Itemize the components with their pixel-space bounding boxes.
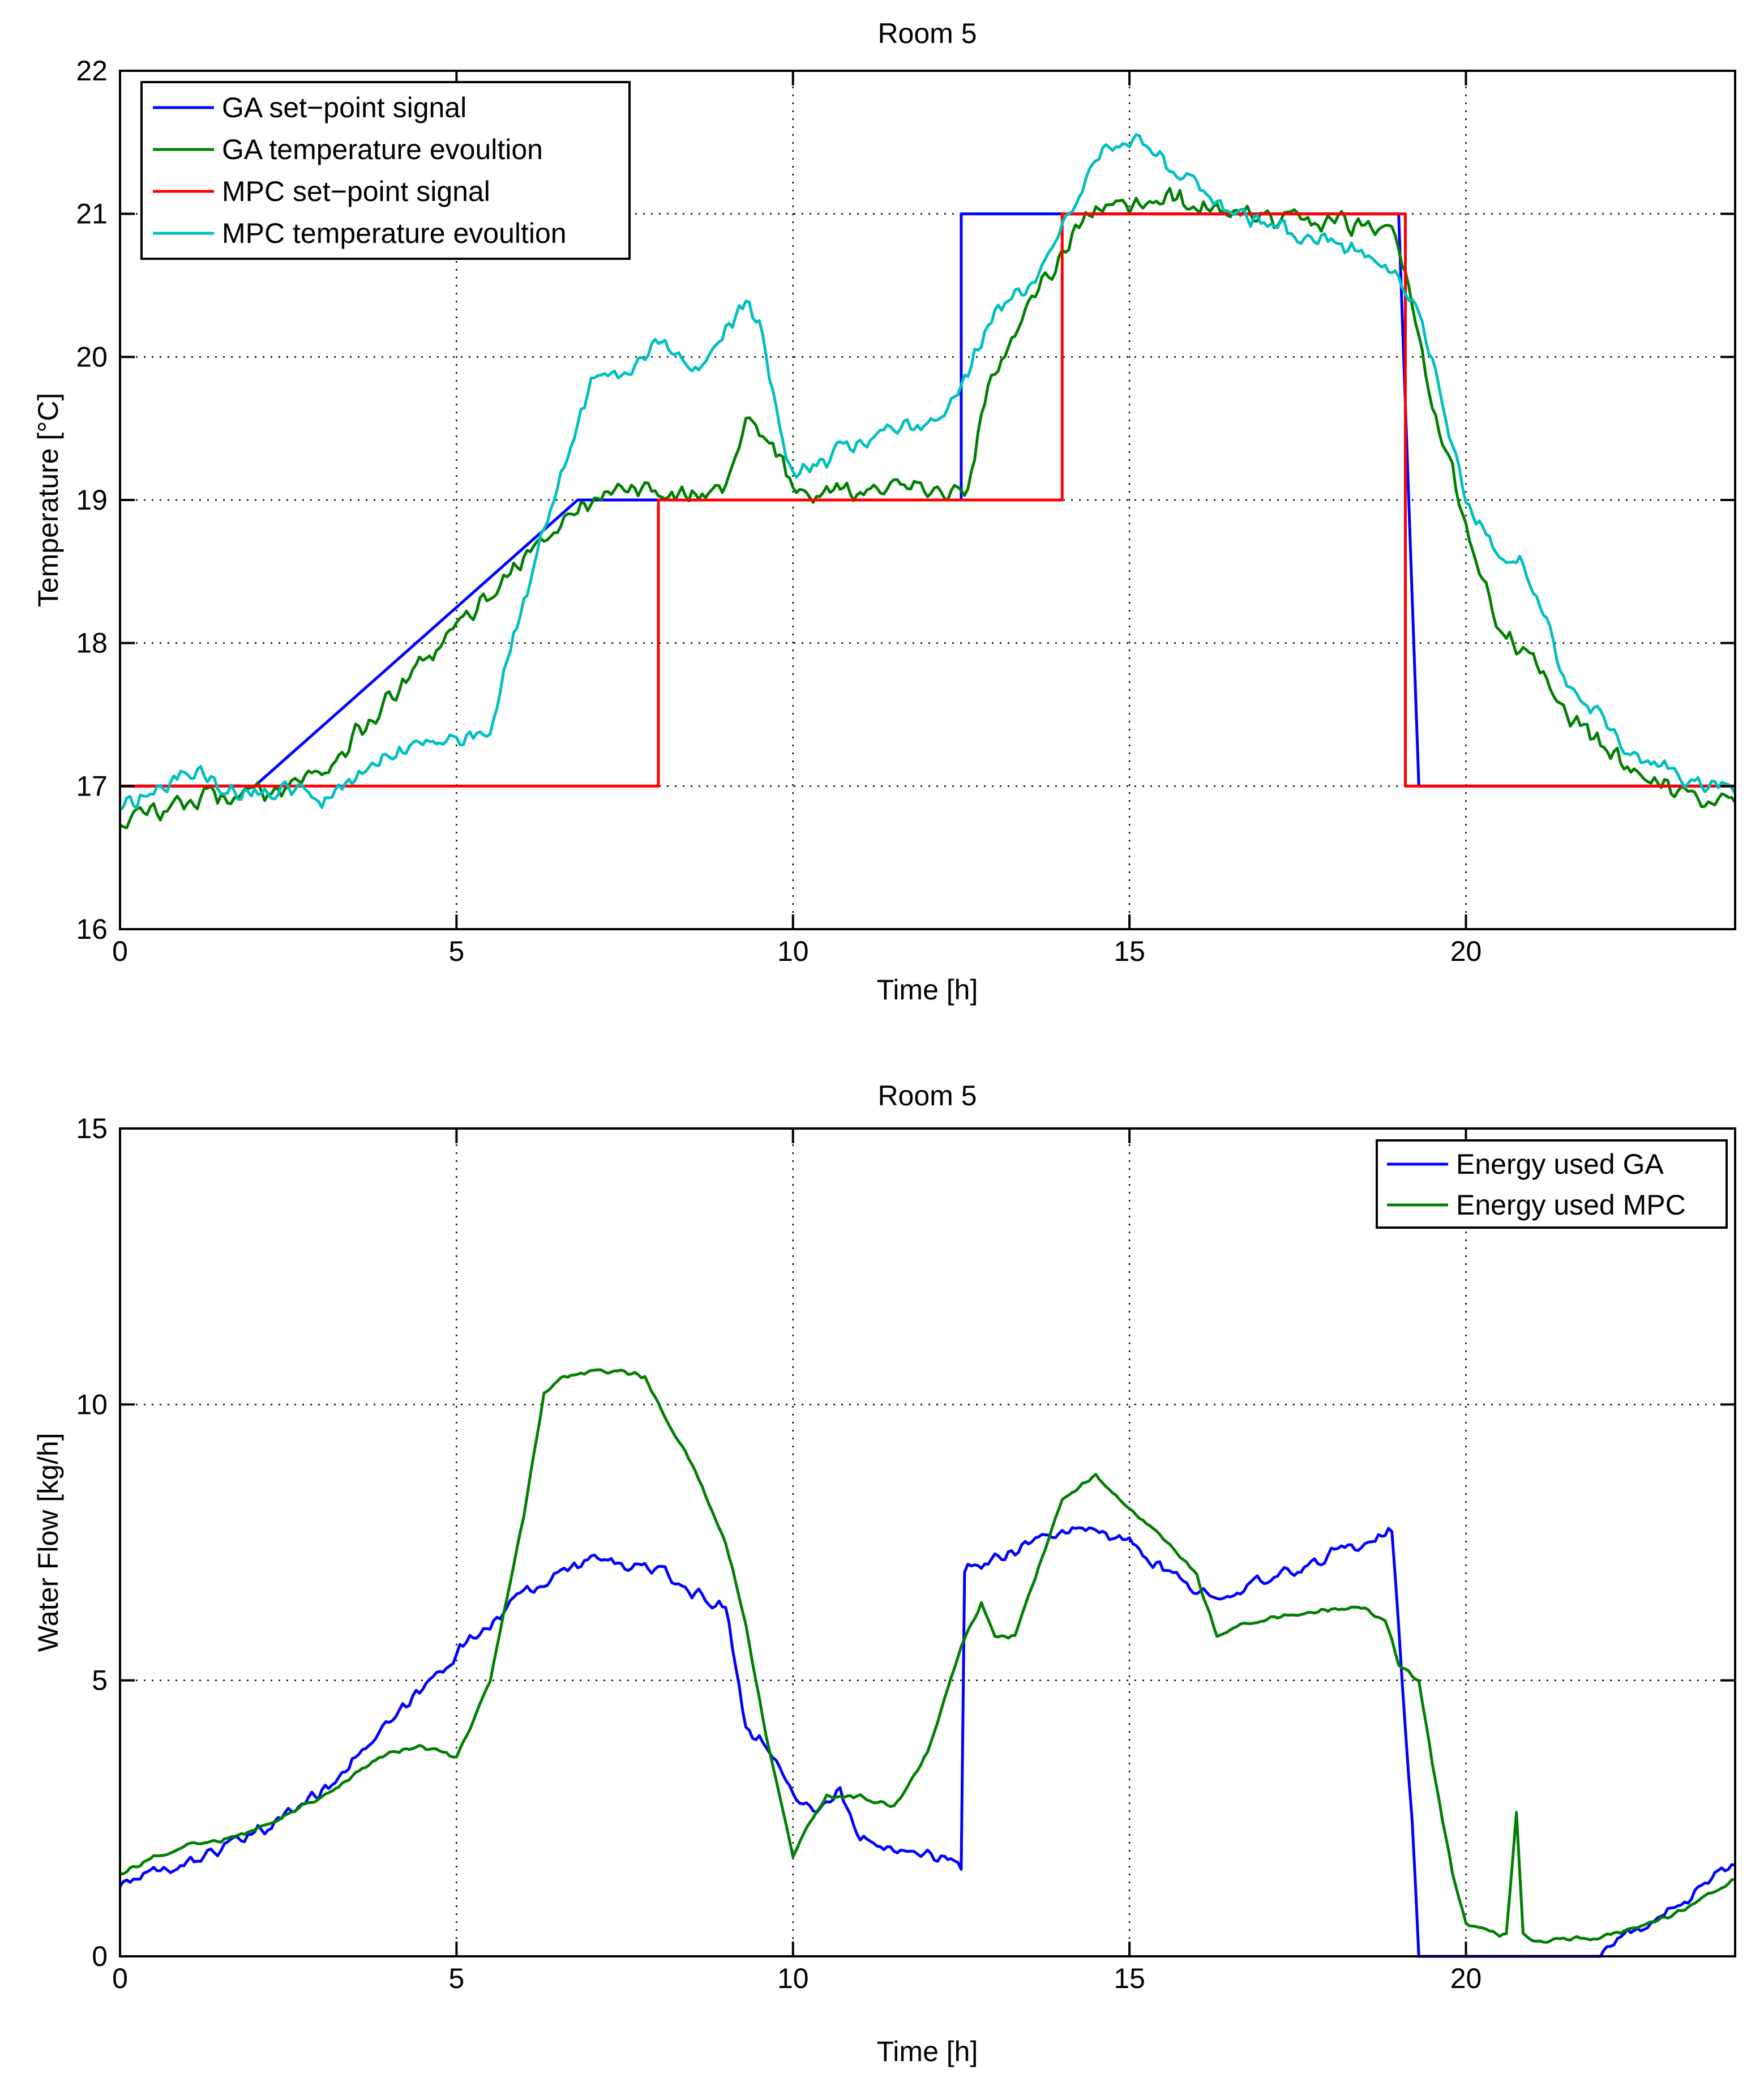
temperature-y-tick-label: 16 <box>76 913 108 945</box>
temperature-x-tick-labels: 0 5 10 15 20 <box>112 935 1482 967</box>
water-flow-x-tick-labels: 0 5 10 15 20 <box>112 1963 1482 1994</box>
temperature-y-tick-labels: 16 17 18 19 20 21 22 <box>76 55 108 945</box>
temperature-y-tick-label: 20 <box>76 341 108 373</box>
temperature-x-tick-label: 0 <box>112 935 128 967</box>
legend-label-energy-mpc: Energy used MPC <box>1456 1189 1686 1221</box>
temperature-series-group <box>119 133 1737 830</box>
water-flow-y-tick-label: 5 <box>92 1665 108 1696</box>
legend-label-ga-setpoint: GA set−point signal <box>222 92 466 123</box>
temperature-legend-box <box>140 81 631 260</box>
temperature-x-tick-label: 15 <box>1114 935 1145 967</box>
water-flow-series-energy-used-mpc <box>119 1368 1736 1944</box>
water-flow-y-tick-label: 15 <box>76 1113 108 1144</box>
temperature-x-tick-label: 20 <box>1450 935 1482 967</box>
temperature-y-axis-label: Temperature [°C] <box>32 393 64 607</box>
water-flow-x-tick-label: 20 <box>1450 1963 1482 1994</box>
water-flow-y-tick-label: 0 <box>92 1940 108 1972</box>
water-flow-x-tick-label: 5 <box>448 1963 464 1994</box>
water-flow-chart: 0 5 10 15 20 0 5 10 15 Room 5 Time [h] Water Fl… <box>32 1080 1736 2067</box>
water-flow-axes-box <box>119 1127 1736 1957</box>
legend-label-mpc-temperature: MPC temperature evoultion <box>222 217 567 249</box>
temperature-chart-title: Room 5 <box>877 18 977 49</box>
water-flow-y-tick-label: 10 <box>76 1388 108 1420</box>
temperature-series-ga-set-point-signal <box>120 212 1735 788</box>
temperature-y-tick-label: 18 <box>76 627 108 659</box>
water-flow-legend-box <box>1376 1139 1728 1229</box>
water-flow-x-gridlines <box>456 1129 1467 1956</box>
temperature-y-tick-label: 22 <box>76 55 108 87</box>
water-flow-x-tick-label: 10 <box>777 1963 809 1994</box>
temperature-x-axis-label: Time [h] <box>877 974 978 1006</box>
water-flow-y-axis-label: Water Flow [kg/h] <box>32 1433 64 1652</box>
legend-label-energy-ga: Energy used GA <box>1456 1148 1664 1180</box>
legend-label-ga-temperature: GA temperature evoultion <box>222 134 543 165</box>
temperature-x-tick-label: 5 <box>448 935 464 967</box>
water-flow-x-tick-label: 15 <box>1114 1963 1145 1994</box>
water-flow-legend: Energy used GA Energy used MPC <box>1376 1139 1728 1229</box>
water-flow-chart-title: Room 5 <box>877 1080 977 1112</box>
temperature-x-tick-label: 10 <box>777 935 809 967</box>
temperature-legend: GA set−point signal GA temperature evoul… <box>140 81 631 260</box>
temperature-y-tick-label: 17 <box>76 770 108 802</box>
water-flow-plot-area <box>120 1129 1735 1956</box>
temperature-y-tick-label: 21 <box>76 198 108 230</box>
temperature-series-mpc-set-point-signal <box>120 212 1735 788</box>
temperature-series-mpc-temperature-evoultion <box>119 133 1737 811</box>
water-flow-y-tick-labels: 0 5 10 15 <box>76 1113 108 1972</box>
legend-label-mpc-setpoint: MPC set−point signal <box>222 176 490 207</box>
temperature-y-tick-label: 19 <box>76 484 108 516</box>
water-flow-x-tick-label: 0 <box>112 1963 128 1994</box>
water-flow-x-axis-label: Time [h] <box>877 2036 978 2067</box>
temperature-tick-marks <box>119 70 1735 930</box>
temperature-series-ga-temperature-evoultion <box>119 187 1737 830</box>
